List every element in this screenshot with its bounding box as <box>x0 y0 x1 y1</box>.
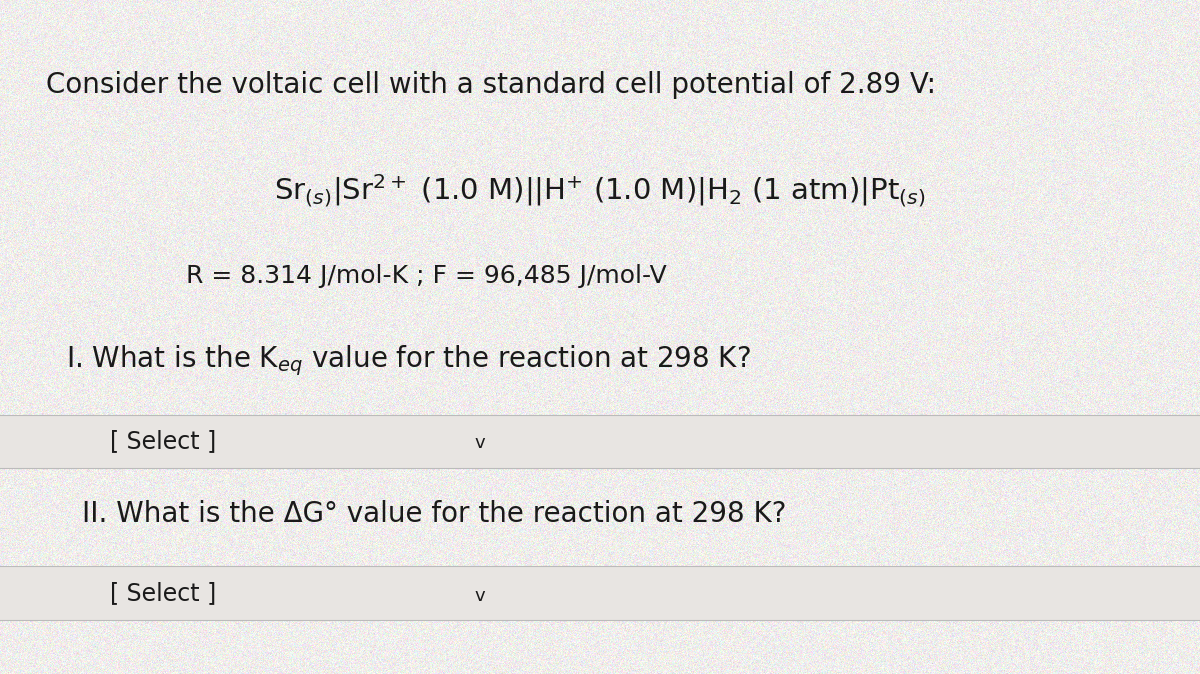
Bar <box>0 415 1200 468</box>
Bar <box>0 566 1200 620</box>
Text: Sr$_{(s)}$|Sr$^{2+}$ (1.0 M)||H$^{+}$ (1.0 M)|H$_2$ (1 atm)|Pt$_{(s)}$: Sr$_{(s)}$|Sr$^{2+}$ (1.0 M)||H$^{+}$ (1… <box>275 172 925 209</box>
Text: [ Select ]: [ Select ] <box>110 429 217 453</box>
Text: v: v <box>475 435 485 452</box>
Text: Consider the voltaic cell with a standard cell potential of 2.89 V:: Consider the voltaic cell with a standar… <box>46 71 936 99</box>
Text: R = 8.314 J/mol-K ; F = 96,485 J/mol-V: R = 8.314 J/mol-K ; F = 96,485 J/mol-V <box>186 264 667 288</box>
Text: II. What is the ΔG° value for the reaction at 298 K?: II. What is the ΔG° value for the reacti… <box>82 500 786 528</box>
Text: v: v <box>475 587 485 605</box>
Text: [ Select ]: [ Select ] <box>110 581 217 605</box>
Text: I. What is the K$_{eq}$ value for the reaction at 298 K?: I. What is the K$_{eq}$ value for the re… <box>66 344 751 378</box>
